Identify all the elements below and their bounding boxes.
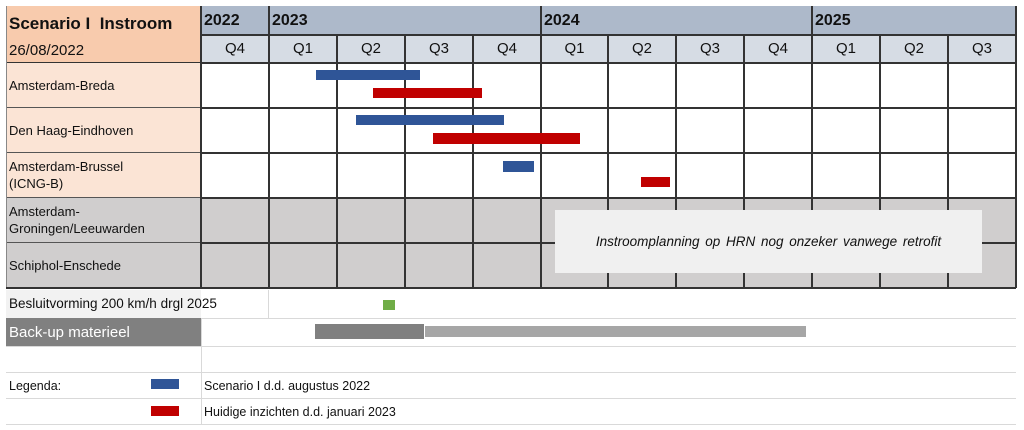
grid-line [811,6,813,288]
grid-line [1015,6,1017,288]
bar-backup-light [425,326,806,337]
bar-backup-dark [315,324,424,339]
title-cell: Scenario I Instroom 26/08/2022 [6,6,201,63]
bar-breda-current [373,88,482,98]
quarter-label: Q1 [835,40,856,57]
backup-row-label-text: Back-up materieel [9,324,130,341]
grid-line [200,6,202,288]
quarter-label: Q3 [971,40,992,57]
grid-line [6,398,1016,399]
row-label-amsterdam-breda: Amsterdam-Breda [6,63,201,108]
bar-brussel-current [641,177,670,187]
grid-line [879,35,881,288]
year-2025: 2025 [815,12,851,29]
quarter-label: Q1 [292,40,313,57]
chart-title: Scenario I Instroom [9,14,173,33]
decision-row-label: Besluitvorming 200 km/h drgl 2025 [9,296,217,311]
quarter-label: Q1 [564,40,585,57]
grid-line [472,35,474,288]
grid-line [6,6,7,288]
legend-swatch-scenario [151,379,179,389]
grid-line [268,6,270,288]
quarter-label: Q4 [224,40,245,57]
grid-line [201,152,1016,154]
row-label-text: Amsterdam- [9,204,80,219]
bar-decision-milestone [383,300,395,310]
quarter-label: Q2 [631,40,652,57]
row-label-text: (ICNG-B) [9,176,64,191]
grid-line [947,35,949,288]
grid-line [743,35,745,288]
uncertainty-note-text: Instroomplanning op HRN nog onzeker vanw… [595,234,942,249]
grid-line [607,35,609,288]
bar-eindhoven-current [433,133,580,144]
grid-line [6,424,1016,425]
grid-line [201,318,202,424]
grid-line [6,287,1016,289]
backup-row-label: Back-up materieel [6,318,201,346]
grid-line [201,62,1016,64]
quarter-label: Q4 [767,40,788,57]
grid-line [201,107,1016,109]
legend-swatch-current [151,406,179,416]
grid-line [675,35,677,288]
legend-title: Legenda: [9,379,62,393]
grid-line [6,372,1016,373]
row-label-text: Amsterdam-Brussel [9,159,124,174]
year-header [201,6,1016,35]
grid-line [268,290,269,318]
grid-line [6,346,1016,347]
quarter-label: Q4 [496,40,517,57]
row-label-text: Den Haag-Eindhoven [9,122,134,138]
row-label-amsterdam-brussel: Amsterdam-Brussel (ICNG-B) [6,153,201,198]
year-2022: 2022 [204,12,240,29]
quarter-label: Q2 [903,40,924,57]
legend-label-scenario: Scenario I d.d. augustus 2022 [204,379,371,393]
row-label-amsterdam-groningen: Amsterdam- Groningen/Leeuwarden [6,198,201,243]
grid-line [336,35,338,288]
quarter-label: Q3 [428,40,449,57]
bar-eindhoven-scenario [356,115,504,125]
grid-line [6,318,1016,319]
grid-line [540,6,542,288]
chart-date: 26/08/2022 [9,42,85,59]
grid-line [201,197,1016,199]
year-2024: 2024 [544,12,580,29]
row-label-text: Schiphol-Enschede [9,257,122,273]
grid-line [404,35,406,288]
quarter-label: Q2 [360,40,381,57]
row-label-den-haag-eindhoven: Den Haag-Eindhoven [6,108,201,153]
bar-breda-scenario [316,70,420,80]
legend-label-current: Huidige inzichten d.d. januari 2023 [204,405,396,419]
row-label-text: Amsterdam-Breda [9,77,115,93]
uncertainty-note: Instroomplanning op HRN nog onzeker vanw… [555,210,982,273]
quarter-label: Q3 [699,40,720,57]
row-label-text: Groningen/Leeuwarden [9,221,145,236]
row-label-schiphol-enschede: Schiphol-Enschede [6,243,201,288]
decision-row-label-bg [6,290,201,318]
year-2023: 2023 [272,12,308,29]
bar-brussel-scenario [503,161,534,172]
grid-line [201,34,1016,36]
